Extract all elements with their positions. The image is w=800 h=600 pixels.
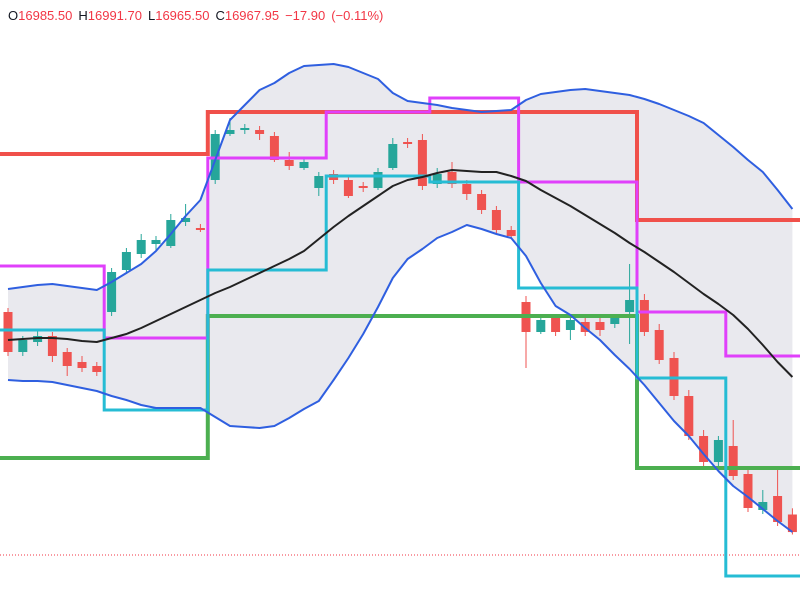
candle-body — [758, 502, 768, 510]
candle-body — [625, 300, 635, 312]
candle-body — [284, 160, 294, 166]
bollinger-lower — [7, 224, 793, 533]
candle-body — [77, 362, 87, 368]
candle-body — [181, 218, 191, 222]
band-fill — [8, 64, 793, 532]
candle-body — [506, 230, 516, 236]
candle-body — [403, 142, 413, 144]
candle-body — [343, 180, 353, 196]
candle-body — [195, 228, 205, 230]
candle-body — [565, 320, 575, 330]
change-percent: (−0.11%) — [331, 8, 384, 23]
candle-body — [699, 436, 709, 462]
candle-body — [62, 352, 72, 366]
ohlc-value: 16985.50 — [18, 8, 73, 23]
candle-body — [388, 144, 398, 168]
step-line — [0, 96, 800, 358]
candle-body — [358, 186, 368, 188]
candle-body — [136, 240, 146, 254]
candle-body — [92, 366, 102, 372]
ohlc-key: H — [78, 8, 88, 23]
candle-body — [728, 446, 738, 476]
candle-body — [654, 330, 664, 360]
candle-body — [551, 318, 561, 332]
candle-body — [462, 184, 472, 194]
candle-body — [107, 272, 117, 312]
candle-body — [432, 174, 442, 184]
candle-body — [3, 312, 13, 352]
candle-body — [121, 252, 131, 270]
candle-body — [536, 320, 546, 332]
candle-body — [713, 440, 723, 462]
candle-body — [151, 240, 161, 244]
candle-body — [225, 130, 235, 134]
ohlc-legend: O16985.50 H16991.70 L16965.50 C16967.95 −17.… — [8, 8, 389, 23]
candle-body — [787, 514, 797, 533]
ohlc-value: 16965.50 — [155, 8, 210, 23]
candle-body — [18, 340, 28, 352]
step-line — [0, 314, 800, 470]
candle-body — [269, 136, 279, 160]
candle-body — [610, 318, 620, 324]
bollinger-middle — [7, 169, 794, 378]
candle-body — [491, 210, 501, 230]
candle-body — [373, 172, 383, 188]
ohlc-key: O — [8, 8, 19, 23]
change: −17.90 — [285, 8, 326, 23]
candle-body — [595, 322, 605, 330]
ohlc-value: 16967.95 — [224, 8, 280, 23]
candle-body — [684, 396, 694, 436]
candle-body — [447, 172, 457, 184]
candle-body — [639, 300, 649, 332]
candle-body — [255, 130, 265, 134]
candle-body — [477, 194, 487, 210]
ohlc-key: C — [215, 8, 225, 23]
candle-body — [240, 128, 250, 130]
candle-body — [314, 176, 324, 188]
candle-body — [743, 474, 753, 508]
candle-body — [773, 496, 783, 522]
step-line — [0, 174, 800, 578]
candle-body — [417, 140, 427, 186]
ohlc-key: L — [147, 8, 156, 23]
candle-body — [299, 162, 309, 168]
bollinger-upper — [7, 63, 794, 291]
candle-body — [47, 336, 57, 356]
ohlc-value: 16991.70 — [87, 8, 142, 23]
